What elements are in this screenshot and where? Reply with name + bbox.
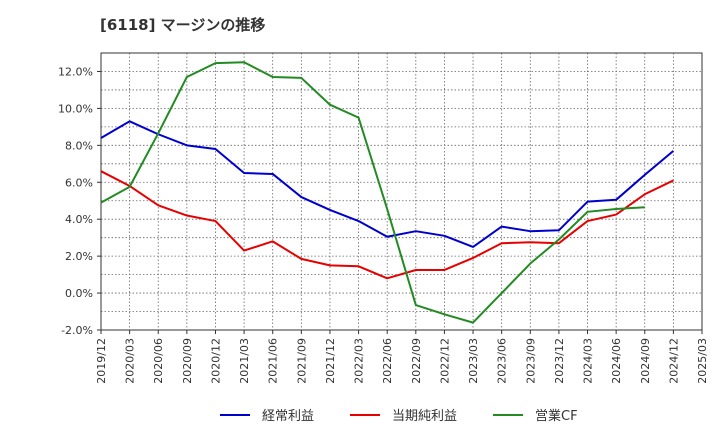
x-tick-label: 2020/06 bbox=[152, 338, 165, 384]
y-tick-label: 8.0% bbox=[65, 139, 93, 152]
x-tick-label: 2023/03 bbox=[467, 338, 480, 384]
y-tick-label: 6.0% bbox=[65, 176, 93, 189]
x-tick-label: 2020/09 bbox=[181, 338, 194, 384]
y-tick-label: 10.0% bbox=[58, 102, 93, 115]
legend-label-3: 営業CF bbox=[535, 408, 578, 424]
series-line-1 bbox=[100, 120, 675, 248]
x-tick-label: 2019/12 bbox=[95, 338, 108, 384]
y-tick-label: -2.0% bbox=[61, 324, 93, 337]
x-tick-label: 2024/09 bbox=[639, 338, 652, 384]
series-line-2 bbox=[100, 170, 674, 280]
x-tick-label: 2021/09 bbox=[295, 338, 308, 384]
x-tick-label: 2022/12 bbox=[438, 338, 451, 384]
y-tick-label: 0.0% bbox=[65, 287, 93, 300]
x-tick-label: 2022/09 bbox=[410, 338, 423, 384]
x-tick-label: 2020/03 bbox=[124, 338, 137, 384]
y-tick-label: 4.0% bbox=[65, 213, 93, 226]
x-tick-label: 2020/12 bbox=[209, 338, 222, 384]
y-tick-label: 2.0% bbox=[65, 250, 93, 263]
x-tick-label: 2022/06 bbox=[381, 338, 394, 384]
x-tick-label: 2024/06 bbox=[610, 338, 623, 384]
legend-label-1: 経常利益 bbox=[262, 409, 314, 424]
legend-label-2: 当期純利益 bbox=[392, 409, 457, 424]
x-tick-label: 2021/12 bbox=[324, 338, 337, 384]
x-tick-label: 2022/03 bbox=[353, 338, 366, 384]
x-tick-label: 2021/06 bbox=[267, 338, 280, 384]
chart-title: [6118] マージンの推移 bbox=[100, 16, 266, 34]
x-tick-label: 2023/09 bbox=[524, 338, 537, 384]
x-tick-label: 2025/03 bbox=[696, 338, 709, 384]
x-tick-label: 2023/06 bbox=[496, 338, 509, 384]
x-tick-label: 2024/03 bbox=[582, 338, 595, 384]
y-tick-label: 12.0% bbox=[58, 65, 93, 78]
x-tick-label: 2021/03 bbox=[238, 338, 251, 384]
series-line-3 bbox=[100, 61, 645, 324]
plot-frame bbox=[100, 52, 703, 331]
x-tick-label: 2023/12 bbox=[553, 338, 566, 384]
x-tick-label: 2024/12 bbox=[667, 338, 680, 384]
